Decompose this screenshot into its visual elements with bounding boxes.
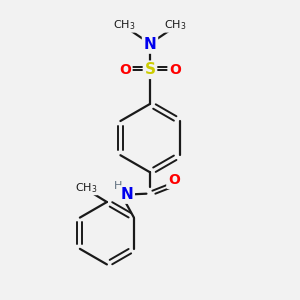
Text: S: S xyxy=(145,62,155,77)
Text: CH$_3$: CH$_3$ xyxy=(113,18,136,32)
Text: N: N xyxy=(120,187,133,202)
Text: O: O xyxy=(169,63,181,77)
Text: N: N xyxy=(144,37,156,52)
Text: H: H xyxy=(114,181,122,191)
Text: O: O xyxy=(168,173,180,187)
Text: CH$_3$: CH$_3$ xyxy=(164,18,187,32)
Text: O: O xyxy=(119,63,131,77)
Text: CH$_3$: CH$_3$ xyxy=(75,181,97,195)
